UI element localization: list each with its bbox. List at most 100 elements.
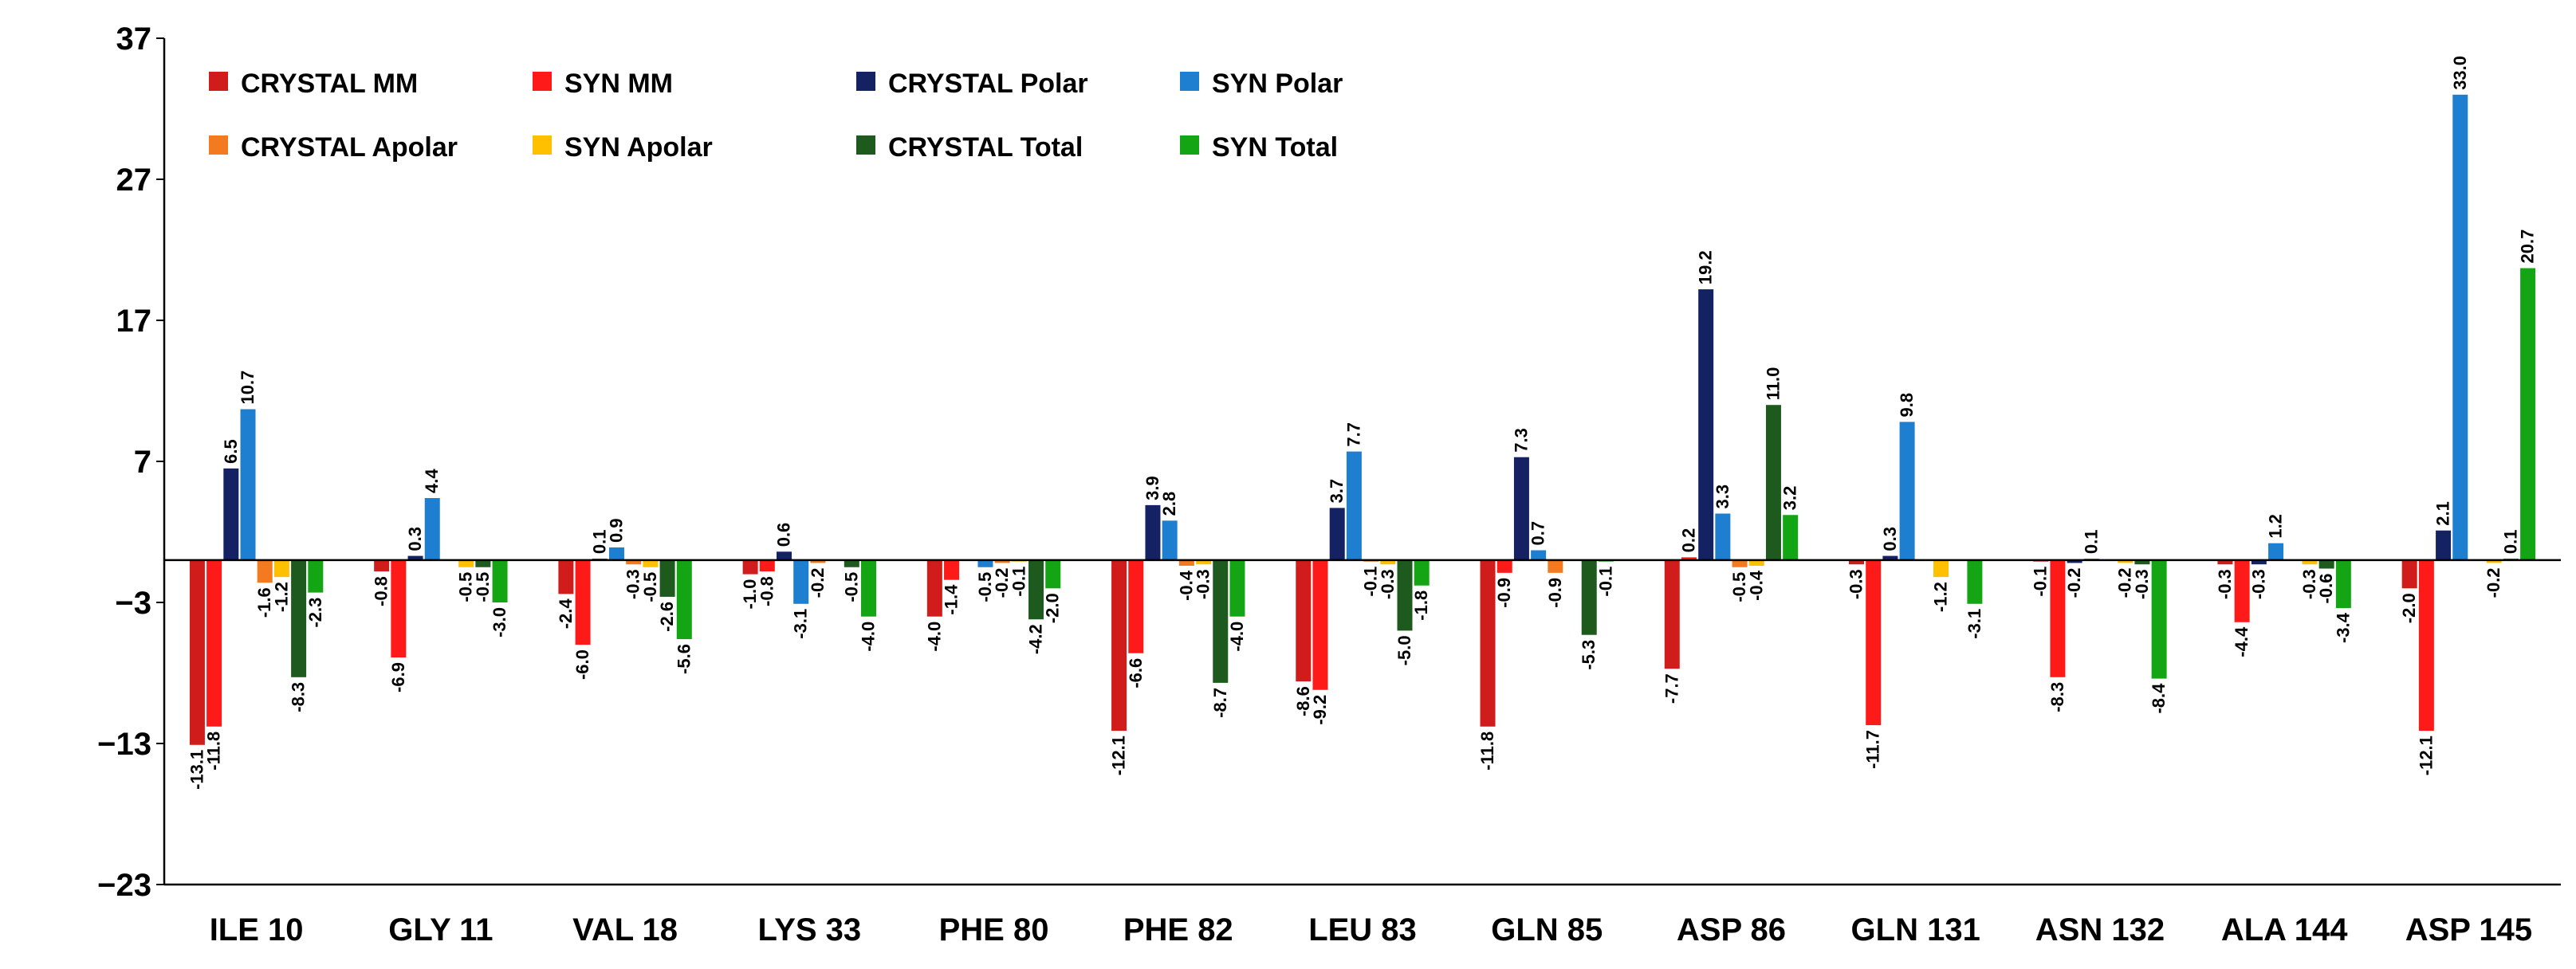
bar [308,559,324,593]
bar [1397,559,1413,631]
legend-label: SYN Total [1212,132,1338,163]
bar [1028,559,1044,620]
data-label: -4.0 [924,622,944,652]
bar [861,559,877,617]
bar [1380,559,1396,565]
data-label: -6.6 [1126,658,1146,688]
y-tick-label: 27 [116,163,152,198]
data-label: -0.3 [1846,569,1866,599]
bar [2251,559,2267,565]
data-label: -8.3 [289,682,309,712]
bar [2151,559,2167,679]
data-label: -7.7 [1662,673,1681,704]
bar [1581,559,1597,635]
category-labels-group: ILE 10 GLY 11 VAL 18 LYS 33 PHE 80 PHE 82 LEU … [210,912,2532,947]
bar [944,559,960,580]
data-label: 9.8 [1897,393,1917,418]
bar [1732,559,1748,567]
data-label: -4.2 [1026,624,1046,654]
data-label: -12.1 [1109,736,1129,775]
bar [558,559,574,594]
data-label: -0.3 [2299,569,2319,599]
bar [2134,559,2150,565]
data-label: -0.3 [623,569,643,599]
data-label: 0.2 [1678,528,1698,553]
legend-swatch [856,135,875,155]
data-label: -0.2 [2484,567,2503,598]
bars-group [189,94,2536,745]
bar [676,559,692,640]
bar [374,559,390,572]
legend-swatch [209,72,228,91]
bar [1848,559,1864,565]
bar [1346,451,1362,560]
bar [2268,543,2284,560]
bar [994,559,1010,563]
data-labels-group: -13.1-11.86.510.7-1.6-1.2-8.3-2.3-0.8-6.… [187,56,2537,790]
category-label: ASP 145 [2405,912,2532,947]
data-label: -5.6 [674,644,694,674]
data-label: -0.1 [1009,567,1028,597]
data-label: -0.1 [1361,567,1381,597]
data-label: -3.1 [1964,609,1984,639]
data-label: -6.9 [388,662,408,692]
data-label: -0.5 [975,572,995,602]
bar [223,468,239,560]
bar [977,559,993,567]
data-label: -2.6 [657,602,677,632]
data-label: -0.3 [2215,569,2235,599]
data-label: 20.7 [2518,230,2538,264]
data-label: -8.7 [1210,688,1230,718]
bar [608,547,624,560]
data-label: -1.6 [254,587,274,618]
bar [659,559,675,597]
bar [742,559,758,575]
data-label: -3.0 [490,607,509,638]
bar [643,559,659,567]
category-label: LEU 83 [1308,912,1417,947]
data-label: -0.9 [1545,578,1565,608]
data-label: 10.7 [238,371,258,405]
data-label: 7.3 [1511,428,1531,453]
bar [206,559,222,727]
category-label: ASP 86 [1677,912,1786,947]
bar [1967,559,1983,604]
data-label: -8.3 [2047,682,2067,712]
bar [1229,559,1245,617]
bar [1329,508,1345,560]
bar [458,559,474,567]
data-label: -4.0 [1227,622,1247,652]
legend-swatch [856,72,875,91]
legend-swatch [1180,135,1199,155]
bar [1933,559,1949,578]
data-label: -0.2 [2064,567,2084,598]
category-label: VAL 18 [572,912,678,947]
bar [407,555,423,560]
data-label: -0.2 [808,567,828,598]
data-label: -0.5 [640,572,660,602]
bar [777,551,792,560]
legend: CRYSTAL MM SYN MM CRYSTAL Polar SYN Polar CR… [209,69,1343,163]
bar [2520,268,2536,560]
data-label: -0.5 [473,572,493,602]
bar [1480,559,1496,727]
data-label: 1.2 [2266,514,2286,539]
data-label: -5.3 [1579,640,1599,670]
bar [1145,504,1161,560]
data-label: -0.9 [1494,578,1514,608]
data-label: -0.8 [757,576,777,606]
data-label: -1.4 [942,584,962,615]
legend-label: CRYSTAL Polar [888,69,1088,99]
bar [1513,457,1529,560]
bar [2050,559,2066,677]
bar [2436,530,2452,560]
data-label: 6.5 [221,439,241,464]
category-label: GLY 11 [388,912,493,947]
bar [1664,559,1680,669]
data-label: -11.8 [204,732,224,771]
data-label: -0.4 [1176,570,1196,601]
data-label: 2.8 [1159,492,1179,516]
bar [1111,559,1127,732]
bar [575,559,591,645]
